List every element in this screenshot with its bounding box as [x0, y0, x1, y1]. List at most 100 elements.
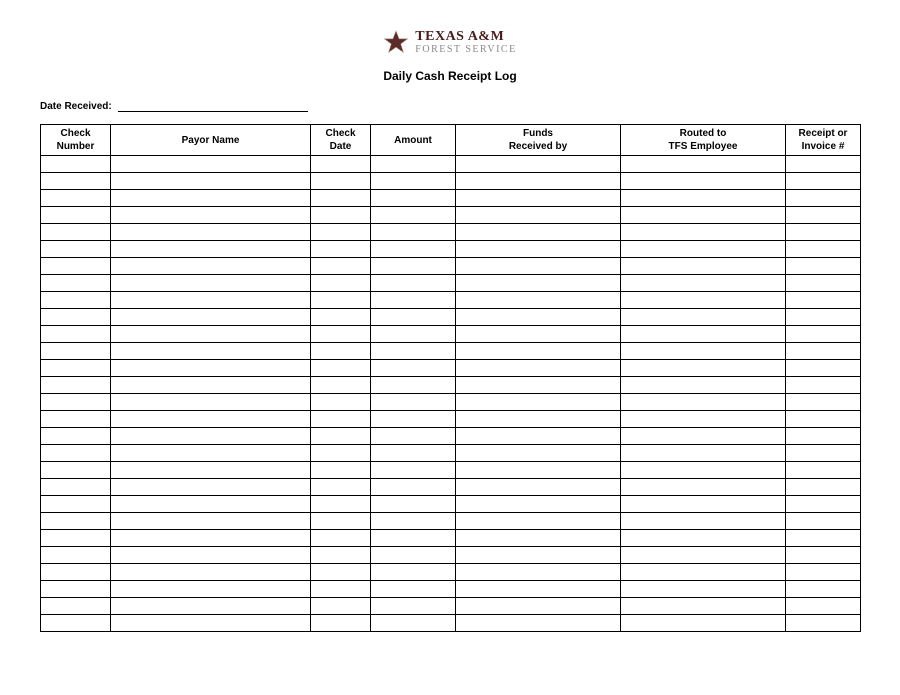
table-cell[interactable] — [456, 564, 621, 581]
table-cell[interactable] — [371, 462, 456, 479]
table-cell[interactable] — [311, 564, 371, 581]
table-cell[interactable] — [111, 564, 311, 581]
table-cell[interactable] — [311, 156, 371, 173]
table-cell[interactable] — [786, 513, 861, 530]
table-cell[interactable] — [111, 326, 311, 343]
table-cell[interactable] — [41, 343, 111, 360]
table-cell[interactable] — [41, 479, 111, 496]
table-cell[interactable] — [311, 343, 371, 360]
table-cell[interactable] — [41, 394, 111, 411]
table-cell[interactable] — [41, 547, 111, 564]
table-cell[interactable] — [311, 224, 371, 241]
table-cell[interactable] — [41, 615, 111, 632]
table-cell[interactable] — [786, 275, 861, 292]
table-cell[interactable] — [456, 224, 621, 241]
table-cell[interactable] — [311, 496, 371, 513]
table-cell[interactable] — [786, 564, 861, 581]
table-cell[interactable] — [311, 581, 371, 598]
table-cell[interactable] — [311, 479, 371, 496]
table-cell[interactable] — [111, 479, 311, 496]
table-cell[interactable] — [41, 377, 111, 394]
table-cell[interactable] — [786, 496, 861, 513]
table-cell[interactable] — [41, 173, 111, 190]
table-cell[interactable] — [371, 173, 456, 190]
table-cell[interactable] — [111, 309, 311, 326]
table-cell[interactable] — [111, 462, 311, 479]
table-cell[interactable] — [786, 343, 861, 360]
table-cell[interactable] — [311, 547, 371, 564]
table-cell[interactable] — [786, 411, 861, 428]
table-cell[interactable] — [456, 156, 621, 173]
table-cell[interactable] — [111, 513, 311, 530]
table-cell[interactable] — [371, 156, 456, 173]
table-cell[interactable] — [111, 275, 311, 292]
table-cell[interactable] — [621, 343, 786, 360]
table-cell[interactable] — [621, 377, 786, 394]
table-cell[interactable] — [41, 428, 111, 445]
table-cell[interactable] — [621, 292, 786, 309]
table-cell[interactable] — [621, 207, 786, 224]
table-cell[interactable] — [786, 530, 861, 547]
table-cell[interactable] — [621, 615, 786, 632]
table-cell[interactable] — [111, 156, 311, 173]
table-cell[interactable] — [786, 479, 861, 496]
table-cell[interactable] — [311, 428, 371, 445]
table-cell[interactable] — [371, 411, 456, 428]
table-cell[interactable] — [41, 462, 111, 479]
table-cell[interactable] — [786, 156, 861, 173]
table-cell[interactable] — [786, 598, 861, 615]
table-cell[interactable] — [311, 292, 371, 309]
table-cell[interactable] — [41, 190, 111, 207]
table-cell[interactable] — [621, 258, 786, 275]
table-cell[interactable] — [111, 207, 311, 224]
table-cell[interactable] — [786, 462, 861, 479]
table-cell[interactable] — [621, 479, 786, 496]
table-cell[interactable] — [311, 326, 371, 343]
table-cell[interactable] — [111, 394, 311, 411]
table-cell[interactable] — [786, 428, 861, 445]
table-cell[interactable] — [111, 428, 311, 445]
table-cell[interactable] — [456, 479, 621, 496]
table-cell[interactable] — [786, 394, 861, 411]
table-cell[interactable] — [621, 428, 786, 445]
table-cell[interactable] — [371, 598, 456, 615]
table-cell[interactable] — [621, 445, 786, 462]
table-cell[interactable] — [311, 377, 371, 394]
table-cell[interactable] — [786, 445, 861, 462]
table-cell[interactable] — [311, 207, 371, 224]
table-cell[interactable] — [456, 411, 621, 428]
table-cell[interactable] — [456, 309, 621, 326]
table-cell[interactable] — [311, 513, 371, 530]
table-cell[interactable] — [41, 224, 111, 241]
table-cell[interactable] — [371, 241, 456, 258]
table-cell[interactable] — [456, 343, 621, 360]
table-cell[interactable] — [786, 581, 861, 598]
table-cell[interactable] — [111, 377, 311, 394]
table-cell[interactable] — [371, 479, 456, 496]
table-cell[interactable] — [111, 360, 311, 377]
table-cell[interactable] — [311, 411, 371, 428]
table-cell[interactable] — [111, 530, 311, 547]
table-cell[interactable] — [456, 377, 621, 394]
table-cell[interactable] — [456, 292, 621, 309]
table-cell[interactable] — [311, 258, 371, 275]
table-cell[interactable] — [371, 581, 456, 598]
table-cell[interactable] — [311, 462, 371, 479]
date-received-field[interactable] — [118, 111, 308, 112]
table-cell[interactable] — [456, 394, 621, 411]
table-cell[interactable] — [41, 513, 111, 530]
table-cell[interactable] — [371, 615, 456, 632]
table-cell[interactable] — [786, 241, 861, 258]
table-cell[interactable] — [786, 224, 861, 241]
table-cell[interactable] — [456, 428, 621, 445]
table-cell[interactable] — [786, 190, 861, 207]
table-cell[interactable] — [111, 343, 311, 360]
table-cell[interactable] — [311, 598, 371, 615]
table-cell[interactable] — [371, 530, 456, 547]
table-cell[interactable] — [41, 309, 111, 326]
table-cell[interactable] — [111, 496, 311, 513]
table-cell[interactable] — [456, 360, 621, 377]
table-cell[interactable] — [621, 462, 786, 479]
table-cell[interactable] — [41, 241, 111, 258]
table-cell[interactable] — [456, 530, 621, 547]
